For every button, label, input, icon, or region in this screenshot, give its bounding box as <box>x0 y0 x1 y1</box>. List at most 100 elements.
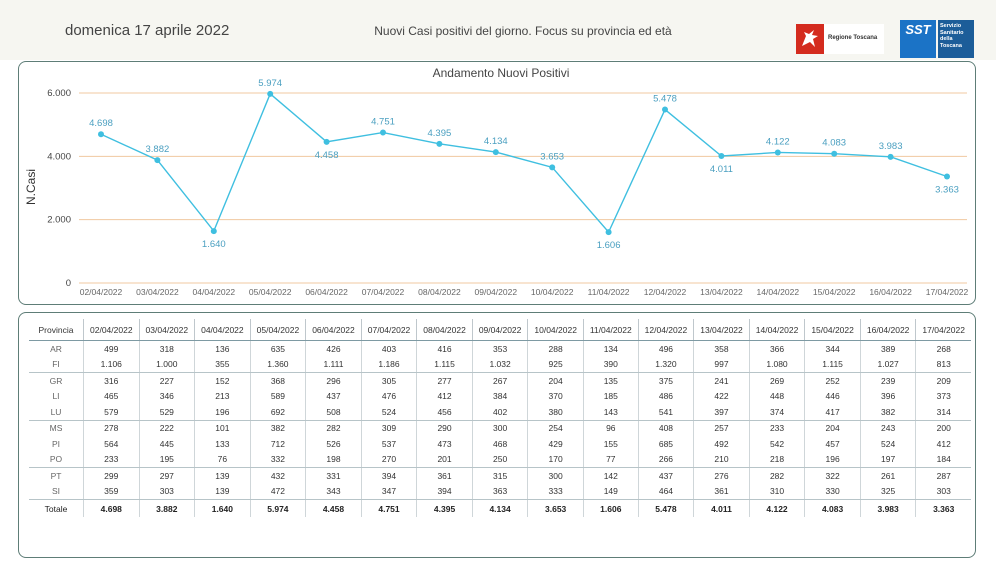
table-cell: 314 <box>915 404 971 421</box>
table-cell: 315 <box>471 467 528 484</box>
x-tick-label: 02/04/2022 <box>80 287 123 297</box>
table-cell: 403 <box>360 340 417 357</box>
table-cell: 143 <box>582 404 639 421</box>
table-cell: 472 <box>249 483 306 500</box>
column-header-date: 10/04/2022 <box>527 319 584 341</box>
table-total-row: Totale 4.698 3.882 1.640 5.974 4.458 4.751 4.39… <box>29 499 971 517</box>
table-cell: 133 <box>194 436 251 452</box>
x-tick-label: 05/04/2022 <box>249 287 292 297</box>
table-cell: 76 <box>194 451 251 468</box>
sst-mark: SST <box>900 20 936 58</box>
total-cell: 5.974 <box>249 499 306 517</box>
table-cell: 589 <box>249 388 306 404</box>
table-cell: 139 <box>194 483 251 500</box>
table-cell: 384 <box>471 388 528 404</box>
table-cell: 1.032 <box>471 356 528 373</box>
table-cell: 813 <box>915 356 971 373</box>
table-cell: 1.027 <box>859 356 916 373</box>
table-row: AR 499 318 136 635 426 403 416 353 288 134 496 358 36… <box>29 340 971 357</box>
table-cell: 204 <box>527 372 584 389</box>
table-cell: 136 <box>194 340 251 357</box>
data-point <box>605 229 612 236</box>
table-cell: 347 <box>360 483 417 500</box>
data-label: 4.122 <box>766 136 790 147</box>
province-name: LI <box>52 391 60 402</box>
column-header-date: 13/04/2022 <box>693 319 750 341</box>
column-header-date: 11/04/2022 <box>582 319 639 341</box>
table-cell: 241 <box>693 372 750 389</box>
column-header-date: 17/04/2022 <box>915 319 971 341</box>
table-cell: 198 <box>305 451 362 468</box>
table-cell: 390 <box>582 356 639 373</box>
table-cell: 252 <box>804 372 861 389</box>
table-cell: 508 <box>305 404 362 421</box>
table-cell: 155 <box>582 436 639 452</box>
table-cell: 712 <box>249 436 306 452</box>
table-cell: 210 <box>693 451 750 468</box>
table-cell: 1.106 <box>83 356 140 373</box>
data-label: 4.134 <box>484 136 508 147</box>
table-cell: 542 <box>748 436 805 452</box>
total-cell: 5.478 <box>637 499 694 517</box>
table-cell: 1.320 <box>637 356 694 373</box>
sst-text: Servizio Sanitario della Toscana <box>938 20 974 58</box>
table-cell: 297 <box>138 467 195 484</box>
table-cell: 257 <box>693 420 750 436</box>
total-cell: 1.640 <box>194 499 251 517</box>
table-cell: 1.111 <box>305 356 362 373</box>
total-cell: 3.653 <box>527 499 584 517</box>
table-cell: 243 <box>859 420 916 436</box>
table-cell: 394 <box>360 467 417 484</box>
table-cell: 290 <box>416 420 473 436</box>
x-tick-label: 16/04/2022 <box>869 287 912 297</box>
table-cell: 429 <box>527 436 584 452</box>
data-label: 5.974 <box>258 78 282 89</box>
table-cell: 343 <box>305 483 362 500</box>
table-cell: 445 <box>138 436 195 452</box>
table-cell: 537 <box>360 436 417 452</box>
column-header-date: 12/04/2022 <box>637 319 694 341</box>
table-cell: 1.115 <box>804 356 861 373</box>
x-tick-label: 07/04/2022 <box>362 287 405 297</box>
table-cell: 333 <box>527 483 584 500</box>
line-chart: Andamento Nuovi Positivi N.Casi 0 2.000 4.… <box>24 66 969 297</box>
table-cell: 457 <box>804 436 861 452</box>
data-label: 4.011 <box>710 164 733 175</box>
table-cell: 1.186 <box>360 356 417 373</box>
x-tick-label: 06/04/2022 <box>305 287 348 297</box>
y-tick-label: 2.000 <box>47 215 71 226</box>
column-header-date: 07/04/2022 <box>360 319 417 341</box>
table-cell: 373 <box>915 388 971 404</box>
column-header-date: 03/04/2022 <box>138 319 195 341</box>
x-tick-label: 15/04/2022 <box>813 287 856 297</box>
table-cell: 269 <box>748 372 805 389</box>
table-panel: Provincia 02/04/2022 03/04/2022 04/04/2022 0… <box>18 312 976 558</box>
table-cell: 309 <box>360 420 417 436</box>
table-cell: 278 <box>83 420 140 436</box>
x-tick-label: 03/04/2022 <box>136 287 179 297</box>
data-point <box>210 228 217 235</box>
table-cell: 412 <box>915 436 971 452</box>
data-label: 3.653 <box>540 151 564 162</box>
province-table: Provincia 02/04/2022 03/04/2022 04/04/2022 0… <box>29 319 971 517</box>
table-cell: 416 <box>416 340 473 357</box>
data-label: 1.606 <box>597 240 621 251</box>
table-cell: 310 <box>748 483 805 500</box>
total-label: Totale <box>29 499 84 517</box>
table-cell: 1.360 <box>249 356 306 373</box>
series-line <box>100 92 948 234</box>
table-cell: 149 <box>582 483 639 500</box>
table-cell: 332 <box>249 451 306 468</box>
data-point <box>662 106 668 113</box>
table-cell: 361 <box>416 467 473 484</box>
table-cell: 331 <box>305 467 362 484</box>
x-tick-label: 17/04/2022 <box>926 287 969 297</box>
y-axis-label: N.Casi <box>24 169 38 205</box>
y-ticks: 0 2.000 4.000 6.000 <box>47 88 71 289</box>
province-name: SI <box>29 483 84 500</box>
table-cell: 380 <box>527 404 584 421</box>
table-cell: 344 <box>804 340 861 357</box>
data-label: 4.751 <box>371 117 395 128</box>
table-cell: 366 <box>748 340 805 357</box>
table-row: FI 1.106 1.000 355 1.360 1.111 1.186 1.115 1.032… <box>29 356 971 373</box>
